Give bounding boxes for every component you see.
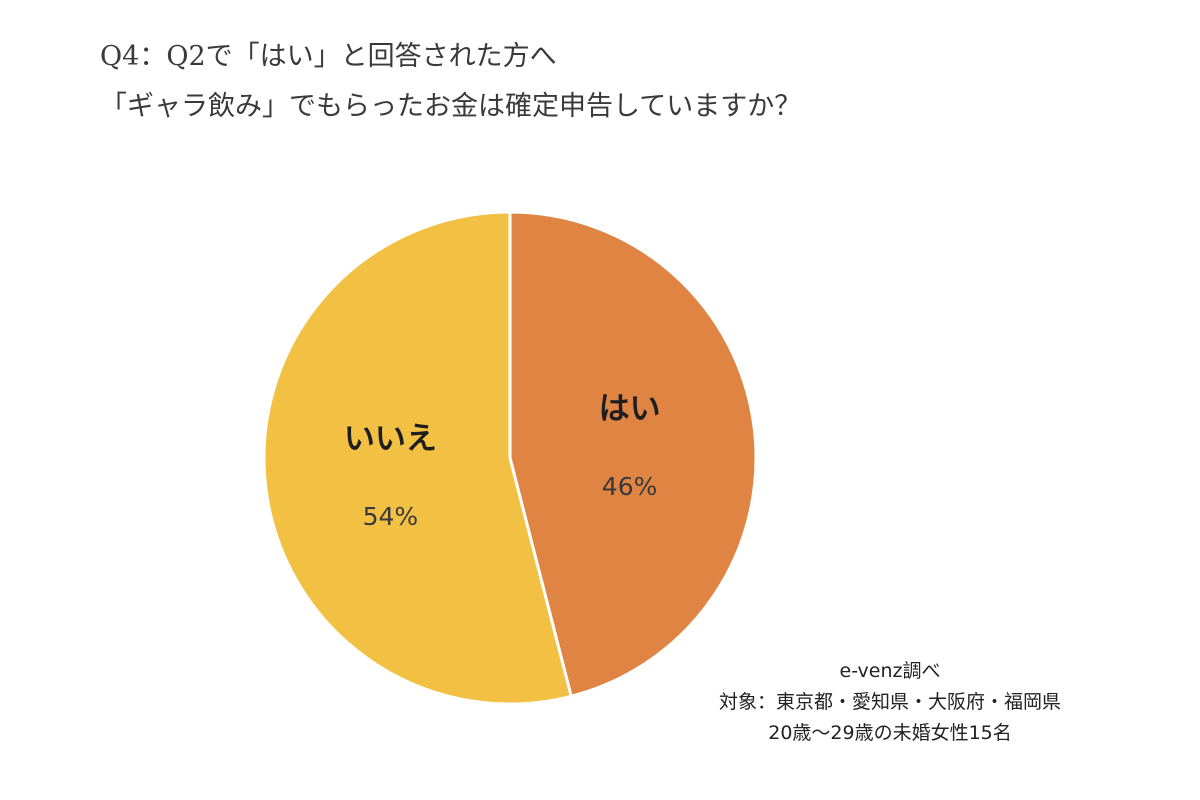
pie-slice-1: [262, 210, 574, 706]
slice-value-1: 54%: [363, 502, 419, 531]
source-label: e-venz調べ: [839, 660, 941, 682]
source-credit: e-venz調べ 対象：東京都・愛知県・大阪府・福岡県 20歳〜29歳の未婚女性…: [660, 656, 1120, 749]
slice-value-0: 46%: [602, 472, 658, 501]
slice-label-0: はい: [599, 391, 661, 427]
target-label: 対象：東京都・愛知県・大阪府・福岡県: [718, 691, 1061, 713]
sample-label: 20歳〜29歳の未婚女性15名: [768, 722, 1012, 744]
title-line-1: Q4：Q2で「はい」と回答された方へ: [100, 41, 557, 72]
slice-label-1: いいえ: [344, 421, 437, 457]
pie-slice-0: [508, 210, 758, 699]
chart-title: Q4：Q2で「はい」と回答された方へ 「ギャラ飲み」でもらったお金は確定申告して…: [100, 32, 801, 132]
title-line-2: 「ギャラ飲み」でもらったお金は確定申告していますか？: [100, 91, 802, 122]
